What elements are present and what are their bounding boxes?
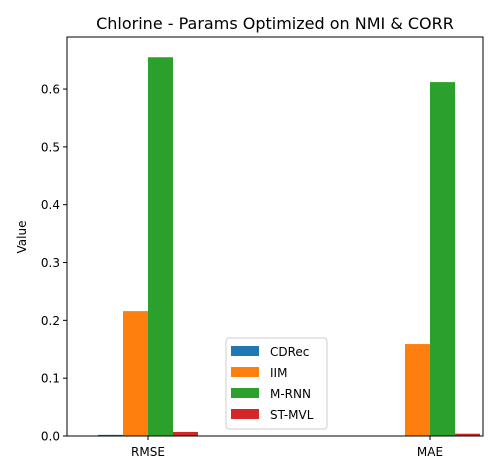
bar-st-mvl-mae <box>455 433 480 436</box>
y-axis: 0.0 0.1 0.2 0.3 0.4 0.5 0.6 <box>41 83 67 444</box>
legend-swatch <box>231 388 259 398</box>
legend-swatch <box>231 409 259 419</box>
y-tick-label: 0.1 <box>41 372 60 386</box>
legend-label: ST-MVL <box>270 408 314 422</box>
x-tick-label: MAE <box>417 445 443 459</box>
legend-label: IIM <box>270 366 287 380</box>
bar-iim-rmse <box>123 311 148 436</box>
y-tick-label: 0.6 <box>41 83 60 97</box>
plot-area <box>66 36 484 437</box>
y-axis-label: Value <box>15 221 29 254</box>
bar-m-rnn-rmse <box>148 57 173 437</box>
bar-m-rnn-mae <box>430 82 455 436</box>
legend-label: M-RNN <box>270 387 311 401</box>
y-tick-label: 0.2 <box>41 314 60 328</box>
y-tick-label: 0.4 <box>41 198 60 212</box>
bar-cdrec-rmse <box>98 434 123 436</box>
legend: CDRec IIM M-RNN ST-MVL <box>225 337 328 430</box>
legend-swatch <box>231 367 259 377</box>
legend-swatch <box>231 346 259 356</box>
bar-st-mvl-rmse <box>173 431 198 436</box>
y-tick-label: 0.3 <box>41 256 60 270</box>
plot-frame <box>66 36 484 437</box>
bar-iim-mae <box>405 344 430 436</box>
legend-frame <box>225 337 328 430</box>
bars <box>98 57 480 437</box>
legend-label: CDRec <box>270 345 309 359</box>
chart-title: Chlorine - Params Optimized on NMI & COR… <box>96 14 454 33</box>
x-tick-label: RMSE <box>131 445 165 459</box>
x-axis: RMSE MAE <box>131 436 443 459</box>
y-tick-label: 0.5 <box>41 140 60 154</box>
y-tick-label: 0.0 <box>41 430 60 444</box>
